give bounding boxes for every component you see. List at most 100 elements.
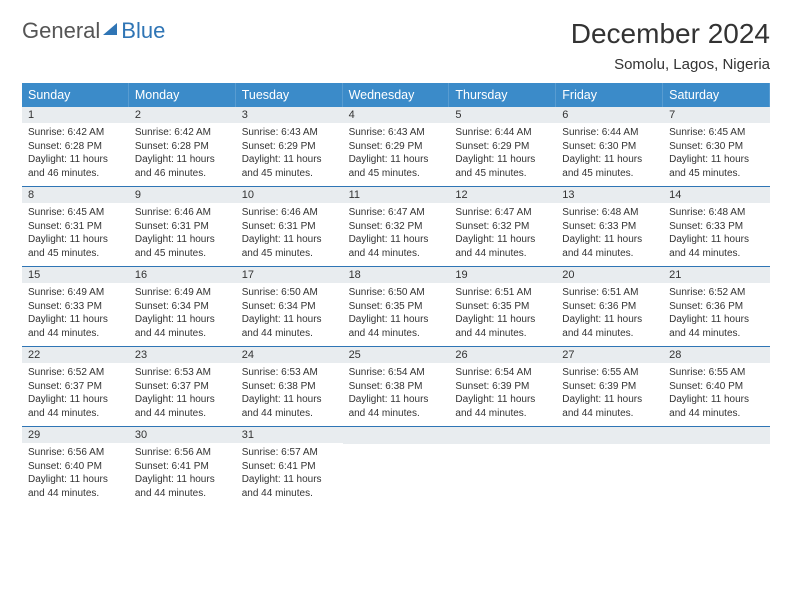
sunset-line: Sunset: 6:37 PM (22, 380, 129, 394)
day-number: 6 (556, 107, 663, 123)
week-row: 22Sunrise: 6:52 AMSunset: 6:37 PMDayligh… (22, 347, 770, 427)
sunrise-line: Sunrise: 6:44 AM (556, 126, 663, 140)
daylight-line: Daylight: 11 hours and 46 minutes. (129, 153, 236, 180)
day-number: 14 (663, 187, 770, 203)
brand-part1: General (22, 18, 100, 44)
sunset-line: Sunset: 6:39 PM (556, 380, 663, 394)
day-cell: 21Sunrise: 6:52 AMSunset: 6:36 PMDayligh… (663, 267, 770, 346)
sunrise-line: Sunrise: 6:49 AM (22, 286, 129, 300)
sunrise-line: Sunrise: 6:56 AM (22, 446, 129, 460)
daylight-line: Daylight: 11 hours and 44 minutes. (22, 473, 129, 500)
col-sun: Sunday (22, 83, 129, 107)
sunset-line: Sunset: 6:40 PM (22, 460, 129, 474)
day-cell: 28Sunrise: 6:55 AMSunset: 6:40 PMDayligh… (663, 347, 770, 426)
header: General Blue December 2024 Somolu, Lagos… (22, 18, 770, 73)
sunset-line: Sunset: 6:29 PM (343, 140, 450, 154)
day-number: 4 (343, 107, 450, 123)
daylight-line: Daylight: 11 hours and 44 minutes. (449, 393, 556, 420)
daylight-line: Daylight: 11 hours and 44 minutes. (236, 473, 343, 500)
day-number: 31 (236, 427, 343, 443)
day-number: 7 (663, 107, 770, 123)
day-cell: 2Sunrise: 6:42 AMSunset: 6:28 PMDaylight… (129, 107, 236, 186)
daylight-line: Daylight: 11 hours and 44 minutes. (129, 313, 236, 340)
day-cell: 29Sunrise: 6:56 AMSunset: 6:40 PMDayligh… (22, 427, 129, 506)
daylight-line: Daylight: 11 hours and 45 minutes. (343, 153, 450, 180)
day-cell: 5 Sunrise: 6:44 AMSunset: 6:29 PMDaylight… (449, 107, 556, 186)
sunset-line: Sunset: 6:28 PM (22, 140, 129, 154)
day-number: 13 (556, 187, 663, 203)
sunrise-line: Sunrise: 6:48 AM (556, 206, 663, 220)
daylight-line: Daylight: 11 hours and 44 minutes. (556, 393, 663, 420)
sunset-line: Sunset: 6:41 PM (129, 460, 236, 474)
day-number: 3 (236, 107, 343, 123)
sunset-line: Sunset: 6:39 PM (449, 380, 556, 394)
daylight-line: Daylight: 11 hours and 44 minutes. (236, 393, 343, 420)
sunrise-line: Sunrise: 6:45 AM (22, 206, 129, 220)
week-row: 8Sunrise: 6:45 AMSunset: 6:31 PMDaylight… (22, 187, 770, 267)
day-number (343, 427, 450, 444)
day-number: 28 (663, 347, 770, 363)
day-cell: 12Sunrise: 6:47 AMSunset: 6:32 PMDayligh… (449, 187, 556, 266)
day-number: 16 (129, 267, 236, 283)
sunset-line: Sunset: 6:35 PM (449, 300, 556, 314)
sunset-line: Sunset: 6:32 PM (343, 220, 450, 234)
weekday-header: Sunday Monday Tuesday Wednesday Thursday… (22, 83, 770, 107)
sunrise-line: Sunrise: 6:50 AM (236, 286, 343, 300)
daylight-line: Daylight: 11 hours and 45 minutes. (663, 153, 770, 180)
sunset-line: Sunset: 6:38 PM (236, 380, 343, 394)
day-cell: 13Sunrise: 6:48 AMSunset: 6:33 PMDayligh… (556, 187, 663, 266)
day-cell: 10Sunrise: 6:46 AMSunset: 6:31 PMDayligh… (236, 187, 343, 266)
day-number: 10 (236, 187, 343, 203)
day-number: 25 (343, 347, 450, 363)
day-cell: 16Sunrise: 6:49 AMSunset: 6:34 PMDayligh… (129, 267, 236, 346)
day-cell (449, 427, 556, 506)
sunrise-line: Sunrise: 6:43 AM (236, 126, 343, 140)
sunrise-line: Sunrise: 6:47 AM (449, 206, 556, 220)
sunrise-line: Sunrise: 6:44 AM (449, 126, 556, 140)
day-number: 8 (22, 187, 129, 203)
day-number: 2 (129, 107, 236, 123)
month-title: December 2024 (571, 18, 770, 50)
day-number: 26 (449, 347, 556, 363)
sunset-line: Sunset: 6:40 PM (663, 380, 770, 394)
sunrise-line: Sunrise: 6:47 AM (343, 206, 450, 220)
day-cell: 26Sunrise: 6:54 AMSunset: 6:39 PMDayligh… (449, 347, 556, 426)
sunset-line: Sunset: 6:29 PM (449, 140, 556, 154)
day-cell: 15Sunrise: 6:49 AMSunset: 6:33 PMDayligh… (22, 267, 129, 346)
sunset-line: Sunset: 6:36 PM (556, 300, 663, 314)
sunrise-line: Sunrise: 6:42 AM (22, 126, 129, 140)
sunset-line: Sunset: 6:33 PM (663, 220, 770, 234)
day-number: 11 (343, 187, 450, 203)
day-number: 5 (449, 107, 556, 123)
sunset-line: Sunset: 6:37 PM (129, 380, 236, 394)
col-thu: Thursday (449, 83, 556, 107)
day-number: 30 (129, 427, 236, 443)
sunrise-line: Sunrise: 6:55 AM (556, 366, 663, 380)
page: General Blue December 2024 Somolu, Lagos… (0, 0, 792, 524)
sunset-line: Sunset: 6:30 PM (556, 140, 663, 154)
col-sat: Saturday (663, 83, 770, 107)
daylight-line: Daylight: 11 hours and 44 minutes. (22, 393, 129, 420)
daylight-line: Daylight: 11 hours and 45 minutes. (236, 233, 343, 260)
daylight-line: Daylight: 11 hours and 45 minutes. (449, 153, 556, 180)
day-number: 9 (129, 187, 236, 203)
day-cell: 8Sunrise: 6:45 AMSunset: 6:31 PMDaylight… (22, 187, 129, 266)
daylight-line: Daylight: 11 hours and 44 minutes. (343, 233, 450, 260)
daylight-line: Daylight: 11 hours and 45 minutes. (22, 233, 129, 260)
sunset-line: Sunset: 6:33 PM (556, 220, 663, 234)
brand-logo: General Blue (22, 18, 165, 44)
day-number: 1 (22, 107, 129, 123)
sunrise-line: Sunrise: 6:46 AM (236, 206, 343, 220)
week-row: 1Sunrise: 6:42 AMSunset: 6:28 PMDaylight… (22, 107, 770, 187)
day-cell: 7Sunrise: 6:45 AMSunset: 6:30 PMDaylight… (663, 107, 770, 186)
daylight-line: Daylight: 11 hours and 45 minutes. (556, 153, 663, 180)
daylight-line: Daylight: 11 hours and 45 minutes. (129, 233, 236, 260)
sunrise-line: Sunrise: 6:56 AM (129, 446, 236, 460)
daylight-line: Daylight: 11 hours and 44 minutes. (22, 313, 129, 340)
day-number: 17 (236, 267, 343, 283)
day-number (556, 427, 663, 444)
day-cell: 31Sunrise: 6:57 AMSunset: 6:41 PMDayligh… (236, 427, 343, 506)
sunrise-line: Sunrise: 6:43 AM (343, 126, 450, 140)
sunrise-line: Sunrise: 6:42 AM (129, 126, 236, 140)
sunset-line: Sunset: 6:33 PM (22, 300, 129, 314)
